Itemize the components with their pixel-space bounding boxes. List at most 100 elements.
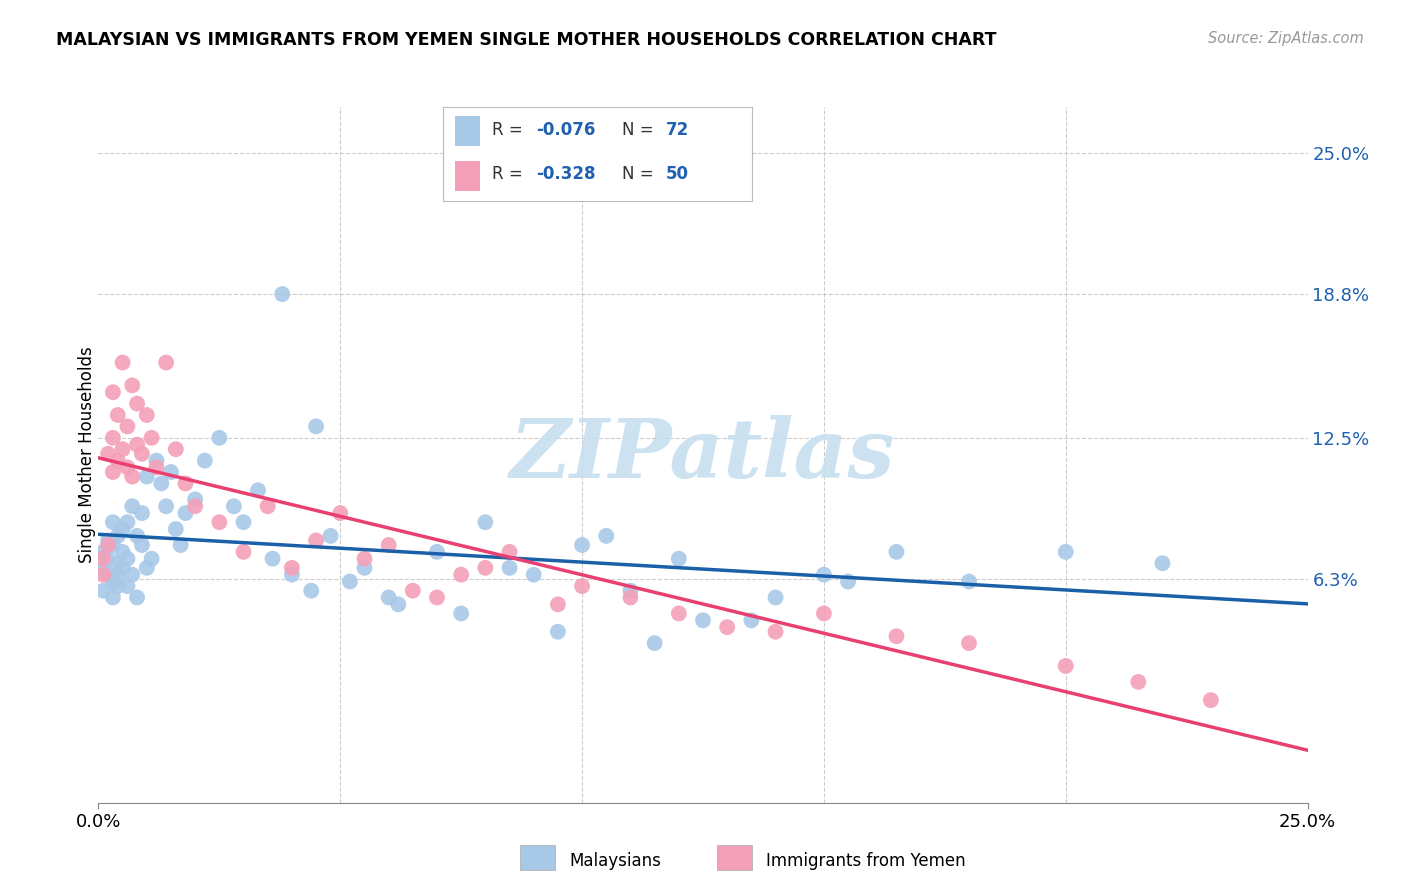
Point: [111, 522, 134, 536]
Point: [232, 515, 254, 529]
Point: [155, 500, 177, 514]
FancyBboxPatch shape: [456, 116, 479, 146]
Point: [169, 538, 191, 552]
Point: [127, 591, 149, 605]
Point: [117, 460, 139, 475]
Text: Malaysians: Malaysians: [569, 852, 661, 870]
Point: [117, 515, 139, 529]
Point: [155, 355, 177, 369]
Point: [135, 561, 157, 575]
Text: MALAYSIAN VS IMMIGRANTS FROM YEMEN SINGLE MOTHER HOUSEHOLDS CORRELATION CHART: MALAYSIAN VS IMMIGRANTS FROM YEMEN SINGL…: [56, 31, 997, 49]
Point: [353, 551, 375, 566]
Point: [111, 545, 134, 559]
Point: [474, 515, 496, 529]
Point: [813, 567, 835, 582]
Point: [886, 545, 908, 559]
Point: [121, 567, 143, 582]
Point: [765, 591, 787, 605]
Point: [450, 607, 472, 621]
Point: [107, 556, 129, 570]
Point: [131, 447, 153, 461]
Point: [765, 624, 787, 639]
Point: [256, 500, 278, 514]
Point: [299, 583, 322, 598]
Point: [595, 529, 617, 543]
Point: [498, 561, 520, 575]
Point: [523, 567, 546, 582]
Text: R =: R =: [492, 166, 529, 184]
Point: [450, 567, 472, 582]
Point: [141, 431, 163, 445]
Point: [127, 529, 149, 543]
Point: [377, 591, 399, 605]
Point: [208, 515, 231, 529]
Point: [91, 583, 114, 598]
Text: 72: 72: [665, 121, 689, 139]
Point: [377, 538, 399, 552]
Point: [160, 465, 183, 479]
Point: [101, 465, 124, 479]
FancyBboxPatch shape: [456, 161, 479, 191]
Y-axis label: Single Mother Households: Single Mother Households: [79, 347, 96, 563]
Point: [91, 567, 114, 582]
Point: [740, 613, 762, 627]
Point: [387, 598, 409, 612]
Point: [165, 442, 187, 457]
Point: [121, 469, 143, 483]
Point: [117, 579, 139, 593]
Point: [101, 538, 124, 552]
Point: [262, 551, 284, 566]
Text: ZIPatlas: ZIPatlas: [510, 415, 896, 495]
Point: [1128, 674, 1150, 689]
Point: [402, 583, 425, 598]
Point: [97, 551, 120, 566]
Point: [644, 636, 666, 650]
Point: [184, 492, 207, 507]
Point: [174, 476, 197, 491]
Point: [97, 447, 120, 461]
Point: [91, 561, 114, 575]
Point: [101, 515, 124, 529]
Point: [91, 545, 114, 559]
Point: [305, 419, 328, 434]
Point: [837, 574, 859, 589]
Point: [107, 453, 129, 467]
Point: [247, 483, 270, 498]
Point: [145, 460, 167, 475]
Point: [101, 591, 124, 605]
Point: [281, 567, 304, 582]
Point: [194, 453, 217, 467]
Point: [174, 506, 197, 520]
Point: [150, 476, 173, 491]
Point: [886, 629, 908, 643]
Point: [547, 598, 569, 612]
Point: [101, 574, 124, 589]
Point: [107, 567, 129, 582]
Point: [353, 561, 375, 575]
Point: [619, 591, 641, 605]
Point: [619, 583, 641, 598]
Point: [117, 551, 139, 566]
Point: [957, 574, 980, 589]
Point: [141, 551, 163, 566]
Point: [121, 500, 143, 514]
Point: [319, 529, 342, 543]
Point: [131, 538, 153, 552]
Point: [957, 636, 980, 650]
Point: [668, 551, 690, 566]
Point: [107, 529, 129, 543]
Point: [571, 579, 593, 593]
Point: [271, 287, 294, 301]
Point: [127, 437, 149, 451]
Point: [97, 533, 120, 548]
Point: [281, 561, 304, 575]
Point: [101, 431, 124, 445]
Text: R =: R =: [492, 121, 529, 139]
Point: [232, 545, 254, 559]
Text: N =: N =: [623, 166, 659, 184]
Point: [1199, 693, 1222, 707]
Point: [813, 607, 835, 621]
Point: [111, 355, 134, 369]
Point: [184, 500, 207, 514]
Point: [91, 551, 114, 566]
